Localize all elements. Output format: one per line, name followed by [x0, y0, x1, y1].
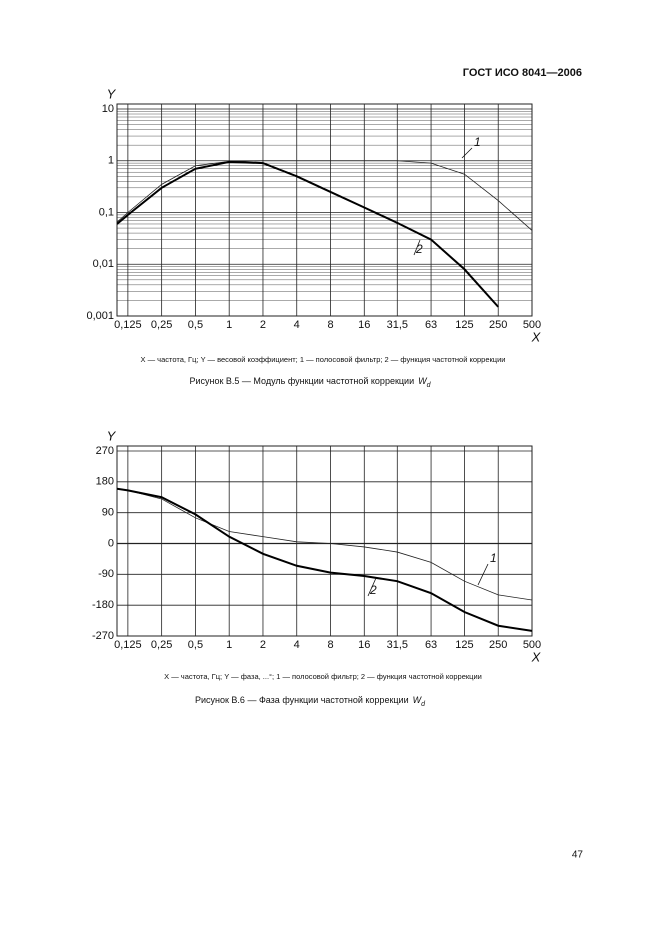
- x-tick-label: 0,5: [188, 319, 203, 331]
- x-tick-label: 31,5: [387, 639, 408, 651]
- x-tick-label: 0,5: [188, 639, 203, 651]
- y-tick-label: 0,001: [86, 310, 114, 322]
- x-tick-label: 1: [226, 319, 232, 331]
- y-tick-label: 1: [108, 155, 114, 167]
- y-tick-label: 270: [96, 445, 114, 457]
- figure-caption: Рисунок В.6 — Фаза функции частотной кор…: [195, 695, 426, 707]
- x-axis-label: X: [531, 649, 542, 664]
- figure-note: X — частота, Гц; Y — весовой коэффициент…: [141, 355, 506, 364]
- series-line: [117, 487, 532, 632]
- y-tick-label: 10: [102, 103, 114, 115]
- y-axis-label: Y: [107, 428, 117, 443]
- series-line: [117, 160, 532, 231]
- label-leader: [413, 239, 421, 256]
- x-tick-label: 2: [260, 319, 266, 331]
- caption-subscript: d: [427, 382, 432, 389]
- x-tick-label: 16: [358, 319, 370, 331]
- header: ГОСТ ИСО 8041—2006: [463, 67, 582, 79]
- label-leader: [477, 563, 489, 586]
- label-leader: [461, 147, 473, 159]
- figure-caption: Рисунок В.5 — Модуль функции частотной к…: [189, 376, 431, 388]
- plot-frame: [116, 445, 533, 637]
- x-tick-label: 63: [425, 639, 437, 651]
- series-label: 2: [369, 583, 377, 597]
- series-line: [117, 488, 532, 601]
- x-tick-label: 125: [455, 319, 473, 331]
- x-tick-label: 8: [327, 639, 333, 651]
- page-number: 47: [572, 850, 584, 861]
- x-tick-label: 250: [489, 319, 507, 331]
- x-tick-label: 31,5: [387, 319, 408, 331]
- series-label: 1: [490, 551, 497, 565]
- y-tick-label: -90: [98, 568, 114, 580]
- figure-note: X — частота, Гц; Y — фаза, ...°; 1 — пол…: [164, 672, 482, 681]
- x-tick-label: 0,125: [114, 639, 142, 651]
- x-tick-label: 125: [455, 639, 473, 651]
- y-tick-label: 0: [108, 537, 114, 549]
- y-tick-label: -180: [92, 599, 114, 611]
- y-axis-label: Y: [107, 86, 117, 101]
- y-tick-label: 0,1: [99, 206, 114, 218]
- caption-symbol: W: [413, 695, 423, 705]
- y-tick-label: 180: [96, 476, 114, 488]
- x-tick-label: 0,25: [151, 319, 172, 331]
- y-tick-label: 90: [102, 507, 114, 519]
- x-tick-label: 8: [327, 319, 333, 331]
- label-leader: [367, 577, 377, 597]
- x-tick-label: 63: [425, 319, 437, 331]
- x-tick-label: 2: [260, 639, 266, 651]
- x-tick-label: 0,125: [114, 319, 142, 331]
- x-tick-label: 500: [523, 639, 541, 651]
- x-tick-label: 4: [294, 639, 300, 651]
- x-tick-label: 250: [489, 639, 507, 651]
- x-tick-label: 16: [358, 639, 370, 651]
- plot-frame: [116, 103, 533, 317]
- caption-text: Рисунок В.5 — Модуль функции частотной к…: [189, 376, 414, 386]
- x-tick-label: 0,25: [151, 639, 172, 651]
- series-label: 2: [415, 242, 423, 256]
- y-tick-label: 0,01: [93, 258, 114, 270]
- caption-symbol: W: [418, 376, 428, 386]
- x-axis-label: X: [531, 329, 542, 344]
- series-label: 1: [474, 135, 481, 149]
- x-tick-label: 1: [226, 639, 232, 651]
- caption-text: Рисунок В.6 — Фаза функции частотной кор…: [195, 695, 409, 705]
- series-line: [117, 160, 499, 308]
- caption-subscript: d: [421, 701, 426, 708]
- x-tick-label: 500: [523, 319, 541, 331]
- x-tick-label: 4: [294, 319, 300, 331]
- y-tick-label: -270: [92, 630, 114, 642]
